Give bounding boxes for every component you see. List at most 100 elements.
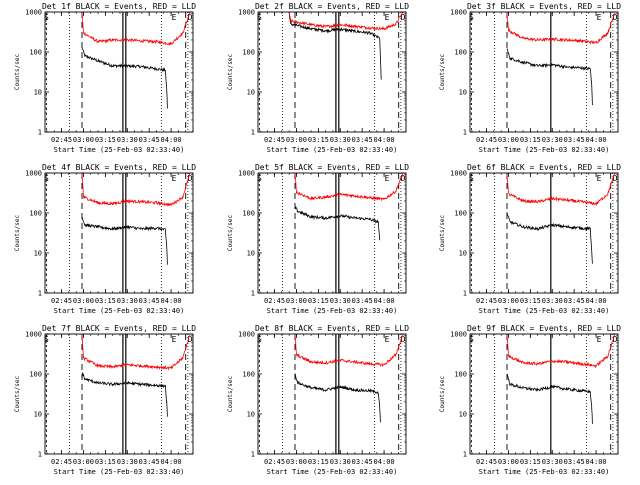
plot-frame bbox=[469, 11, 619, 133]
x-tick-label: 03:30 bbox=[542, 297, 563, 305]
y-axis-label: Counts/sec bbox=[14, 54, 21, 91]
y-tick-label: 1000 bbox=[450, 9, 467, 17]
y-tick-label: 10 bbox=[247, 250, 255, 258]
y-tick-label: 10 bbox=[34, 89, 42, 97]
events-series-line bbox=[81, 372, 168, 417]
d-marker-label: D bbox=[613, 13, 618, 22]
x-tick-label: 03:00 bbox=[498, 297, 519, 305]
x-axis-label: Start Time (25-Feb-03 02:33:40) bbox=[267, 146, 398, 154]
lld-series-line bbox=[294, 172, 404, 202]
y-tick-label: 1 bbox=[251, 451, 255, 459]
y-tick-label: 100 bbox=[454, 371, 467, 379]
x-axis-label: Start Time (25-Feb-03 02:33:40) bbox=[267, 307, 398, 315]
y-tick-label: 100 bbox=[29, 210, 42, 218]
end-marker-label: E bbox=[172, 335, 177, 344]
x-tick-label: 03:30 bbox=[117, 136, 138, 144]
x-axis-label: Start Time (25-Feb-03 02:33:40) bbox=[54, 307, 185, 315]
x-tick-label: 04:00 bbox=[161, 458, 182, 466]
x-tick-label: 03:45 bbox=[139, 458, 160, 466]
lld-series-line bbox=[81, 333, 191, 371]
y-tick-label: 1 bbox=[38, 129, 42, 137]
y-tick-label: 1000 bbox=[238, 170, 255, 178]
x-tick-label: 03:15 bbox=[520, 458, 541, 466]
y-tick-label: 100 bbox=[242, 371, 255, 379]
events-series-line bbox=[506, 48, 593, 106]
y-tick-label: 10 bbox=[459, 411, 467, 419]
end-marker-label: E bbox=[172, 13, 177, 22]
plot-frame bbox=[44, 11, 194, 133]
x-axis-label: Start Time (25-Feb-03 02:33:40) bbox=[479, 146, 610, 154]
start-marker-label: S bbox=[469, 13, 474, 22]
d-marker-label: D bbox=[401, 13, 406, 22]
x-axis-label: Start Time (25-Feb-03 02:33:40) bbox=[267, 468, 398, 476]
x-tick-label: 02:45 bbox=[264, 136, 285, 144]
x-tick-label: 04:00 bbox=[586, 458, 607, 466]
y-tick-label: 1000 bbox=[238, 331, 255, 339]
x-tick-label: 03:30 bbox=[117, 297, 138, 305]
y-tick-label: 100 bbox=[29, 49, 42, 57]
plot-frame bbox=[44, 333, 194, 455]
chart-panel-3: Det 3f BLACK = Events, RED = LLD Counts/s… bbox=[439, 2, 621, 154]
chart-title: Det 9f BLACK = Events, RED = LLD bbox=[467, 324, 621, 333]
x-tick-label: 02:45 bbox=[51, 297, 72, 305]
events-series-line bbox=[288, 11, 382, 80]
x-tick-label: 03:45 bbox=[564, 297, 585, 305]
x-tick-label: 03:15 bbox=[95, 297, 116, 305]
x-tick-label: 03:45 bbox=[139, 136, 160, 144]
x-tick-label: 03:15 bbox=[95, 458, 116, 466]
y-tick-label: 100 bbox=[454, 210, 467, 218]
y-tick-label: 10 bbox=[459, 89, 467, 97]
y-tick-label: 1000 bbox=[238, 9, 255, 17]
plot-frame bbox=[257, 172, 407, 294]
start-marker-label: S bbox=[44, 174, 49, 183]
x-tick-label: 02:45 bbox=[51, 458, 72, 466]
plot-frame bbox=[469, 172, 619, 294]
y-tick-label: 1000 bbox=[450, 170, 467, 178]
y-tick-label: 1000 bbox=[25, 331, 42, 339]
x-tick-label: 04:00 bbox=[586, 136, 607, 144]
x-tick-label: 04:00 bbox=[161, 136, 182, 144]
lld-series-line bbox=[294, 333, 404, 367]
start-marker-label: S bbox=[257, 174, 262, 183]
events-series-line bbox=[506, 374, 593, 424]
chart-panel-6: Det 6f BLACK = Events, RED = LLD Counts/s… bbox=[439, 163, 621, 315]
y-axis-label: Counts/sec bbox=[227, 54, 234, 91]
y-tick-label: 100 bbox=[29, 371, 42, 379]
x-tick-label: 02:45 bbox=[51, 136, 72, 144]
chart-title: Det 1f BLACK = Events, RED = LLD bbox=[42, 2, 196, 11]
x-tick-label: 04:00 bbox=[374, 297, 395, 305]
y-tick-label: 10 bbox=[247, 89, 255, 97]
lld-series-line bbox=[81, 11, 191, 46]
y-axis-label: Counts/sec bbox=[14, 215, 21, 252]
y-axis-label: Counts/sec bbox=[227, 215, 234, 252]
y-axis-label: Counts/sec bbox=[439, 54, 446, 91]
chart-title: Det 5f BLACK = Events, RED = LLD bbox=[255, 163, 409, 172]
events-series-line bbox=[294, 373, 381, 423]
x-tick-label: 03:15 bbox=[520, 136, 541, 144]
x-tick-label: 03:30 bbox=[542, 458, 563, 466]
x-tick-label: 04:00 bbox=[586, 297, 607, 305]
y-tick-label: 1 bbox=[463, 129, 467, 137]
events-series-line bbox=[81, 46, 168, 109]
x-tick-label: 02:45 bbox=[264, 297, 285, 305]
x-tick-label: 03:30 bbox=[330, 297, 351, 305]
start-marker-label: S bbox=[469, 174, 474, 183]
end-marker-label: E bbox=[172, 174, 177, 183]
x-tick-label: 03:00 bbox=[286, 458, 307, 466]
y-tick-label: 10 bbox=[34, 250, 42, 258]
end-marker-label: E bbox=[597, 174, 602, 183]
lld-series-line bbox=[81, 172, 191, 207]
start-marker-label: S bbox=[257, 335, 262, 344]
x-tick-label: 03:30 bbox=[542, 136, 563, 144]
x-tick-label: 03:15 bbox=[308, 136, 329, 144]
start-marker-label: S bbox=[257, 13, 262, 22]
y-tick-label: 1 bbox=[251, 290, 255, 298]
x-tick-label: 03:00 bbox=[73, 458, 94, 466]
lld-series-line bbox=[506, 12, 616, 45]
x-tick-label: 03:00 bbox=[73, 297, 94, 305]
x-tick-label: 03:00 bbox=[498, 458, 519, 466]
d-marker-label: D bbox=[613, 335, 618, 344]
x-tick-label: 03:15 bbox=[308, 297, 329, 305]
end-marker-label: E bbox=[597, 13, 602, 22]
